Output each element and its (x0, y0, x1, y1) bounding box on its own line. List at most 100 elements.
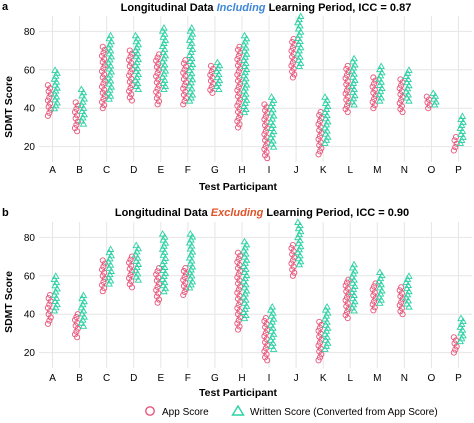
written-score-point-N (404, 75, 413, 83)
written-score-point-L (350, 276, 358, 283)
written-score-point-K (322, 120, 331, 128)
app-score-point-H (235, 93, 242, 100)
written-score-point-A (50, 291, 59, 298)
written-score-point-K (321, 93, 329, 100)
app-score-point-J (288, 245, 295, 252)
app-score-point-A (46, 317, 53, 324)
app-score-point-H (236, 121, 243, 128)
written-score-point-A (51, 288, 60, 295)
app-score-point-D (128, 91, 135, 98)
panel-b: b Longitudinal Data Excluding Learning P… (2, 207, 472, 399)
app-score-point-P (452, 133, 460, 141)
written-score-point-H (242, 250, 250, 257)
app-score-point-D (126, 47, 133, 54)
written-score-point-H (241, 53, 249, 60)
written-score-point-H (241, 289, 249, 297)
app-score-point-A (44, 112, 51, 119)
panel-b-title-suffix: Learning Period, ICC = 0.90 (263, 207, 409, 219)
written-score-point-E (161, 82, 170, 89)
app-score-point-C (101, 71, 108, 78)
written-score-point-A (52, 278, 61, 286)
app-score-point-D (126, 281, 133, 288)
x-tick-label: J (294, 165, 299, 176)
app-score-point-D (126, 275, 133, 282)
written-score-point-I (269, 127, 278, 135)
written-score-point-E (160, 45, 169, 53)
app-score-point-I (261, 348, 268, 355)
written-score-point-H (240, 268, 249, 275)
app-score-point-O (425, 105, 432, 112)
app-score-point-I (263, 351, 270, 358)
panel-b-marks (44, 218, 467, 364)
written-score-point-A (51, 297, 59, 304)
app-score-point-L (343, 288, 350, 295)
app-score-point-L (344, 93, 351, 100)
app-score-point-I (264, 357, 271, 364)
y-tick-label: 20 (24, 142, 36, 153)
app-score-point-C (100, 95, 107, 103)
app-score-point-C (101, 260, 108, 267)
app-score-point-F (180, 91, 187, 98)
app-score-point-B (71, 316, 79, 324)
written-score-point-C (106, 245, 115, 252)
legend: App Score Written Score (Converted from … (145, 404, 438, 418)
app-score-point-H (234, 87, 241, 94)
app-score-point-M (369, 301, 376, 308)
written-score-point-B (79, 306, 88, 314)
app-score-point-D (126, 56, 133, 63)
app-score-point-J (288, 47, 295, 54)
written-score-point-H (242, 65, 251, 73)
x-tick-label: I (268, 165, 271, 176)
app-score-point-L (342, 282, 349, 289)
app-score-point-H (234, 289, 241, 296)
app-score-point-N (397, 76, 404, 83)
written-score-point-M (377, 93, 385, 101)
written-score-point-H (240, 77, 249, 85)
written-score-point-C (105, 248, 113, 256)
written-score-point-N (403, 284, 411, 292)
written-score-point-M (377, 62, 385, 70)
app-score-point-F (181, 82, 188, 89)
panel-a-y-ticks: 20 40 60 80 (24, 27, 36, 153)
app-score-point-K (316, 324, 324, 331)
written-score-point-D (131, 250, 140, 258)
app-score-point-J (289, 53, 296, 60)
written-score-point-M (378, 286, 386, 294)
app-score-point-A (46, 85, 54, 92)
app-score-point-D (128, 253, 135, 260)
written-score-point-L (350, 291, 358, 299)
written-score-point-I (269, 96, 278, 103)
written-score-point-H (239, 87, 248, 94)
written-score-point-I (268, 115, 277, 122)
written-score-point-B (79, 291, 88, 299)
app-score-point-H (234, 320, 241, 327)
written-score-point-C (107, 267, 116, 274)
written-score-point-H (240, 299, 249, 306)
app-score-point-P (450, 334, 457, 341)
app-score-point-I (261, 131, 268, 138)
app-score-point-H (235, 301, 242, 309)
app-score-point-H (235, 53, 242, 60)
written-score-point-J (295, 62, 304, 70)
app-score-point-L (343, 96, 350, 103)
app-score-point-F (180, 60, 187, 67)
app-score-point-A (46, 109, 53, 116)
app-score-point-C (99, 83, 106, 90)
written-score-point-D (131, 31, 140, 39)
app-score-point-C (99, 272, 106, 279)
app-score-point-H (235, 108, 242, 115)
written-score-point-L (350, 306, 358, 314)
app-score-point-M (370, 105, 377, 112)
written-score-point-M (376, 289, 385, 297)
written-score-point-K (323, 111, 331, 119)
written-score-point-J (295, 46, 304, 54)
app-score-point-P (450, 349, 457, 356)
legend-written-score-label: Written Score (Converted from App Score) (250, 407, 438, 418)
written-score-point-H (240, 47, 249, 54)
app-score-point-H (235, 68, 242, 75)
written-score-point-J (296, 21, 304, 29)
written-score-point-C (107, 251, 116, 259)
x-tick-label: C (103, 165, 110, 176)
written-score-point-K (321, 114, 330, 122)
written-score-point-K (321, 139, 329, 146)
